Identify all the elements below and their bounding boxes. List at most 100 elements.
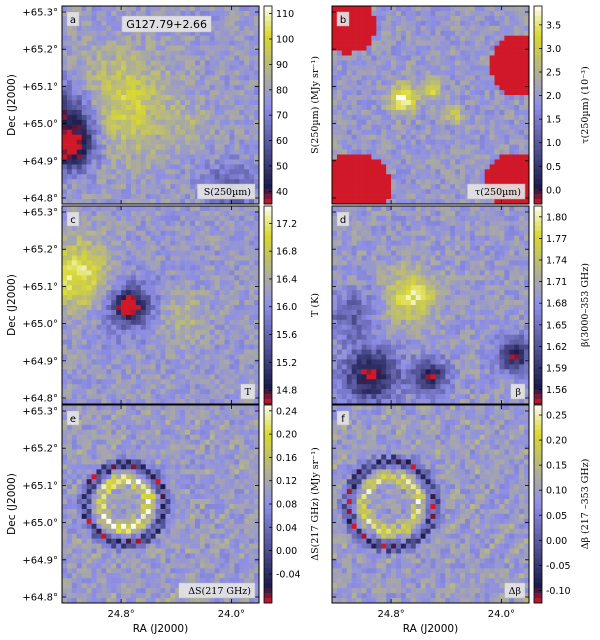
map-cell [400, 65, 407, 71]
map-cell [180, 369, 186, 375]
map-cell [224, 210, 230, 217]
map-cell [111, 124, 117, 131]
map-cell [249, 70, 255, 76]
map-cell [336, 154, 343, 160]
map-cell [121, 159, 127, 165]
map-cell [519, 109, 525, 116]
map-cell [155, 314, 161, 321]
map-cell [366, 169, 372, 175]
map-cell [199, 139, 206, 145]
map-cell [524, 119, 530, 126]
map-cell [199, 354, 206, 360]
map-cell [135, 324, 142, 331]
map-cell [415, 199, 421, 205]
map-cell [209, 159, 215, 165]
map-cell [415, 114, 421, 121]
map-cell [121, 240, 127, 246]
map-cell [165, 379, 171, 385]
map-cell [209, 394, 215, 400]
map-cell [514, 129, 520, 135]
map-cell [96, 35, 102, 41]
map-cell [244, 270, 250, 276]
colorbar-frame [533, 5, 543, 205]
map-cell [214, 399, 220, 405]
map-cell [214, 149, 220, 155]
map-cell [514, 45, 520, 51]
map-cell [175, 265, 181, 271]
map-cell [71, 60, 78, 66]
map-cell [244, 65, 250, 71]
map-cell [435, 139, 441, 145]
map-cell [214, 300, 220, 306]
map-cell [155, 30, 161, 36]
map-cell [199, 280, 206, 286]
map-cell [121, 394, 127, 400]
map-cell [190, 384, 196, 390]
map-cell [170, 210, 176, 217]
map-cell [356, 105, 362, 111]
map-cell [190, 305, 196, 311]
map-cell [71, 369, 78, 375]
map-cell [66, 265, 73, 271]
map-cell [66, 300, 73, 306]
map-cell [190, 354, 196, 360]
map-cell [194, 245, 201, 251]
map-cell [130, 225, 137, 232]
map-cell [170, 144, 176, 150]
map-cell [224, 95, 230, 101]
map-cell [400, 149, 407, 155]
map-cell [371, 80, 377, 86]
map-cell [199, 314, 206, 321]
map-cell [140, 260, 147, 266]
map-cell [204, 324, 211, 331]
map-cell [254, 349, 260, 355]
map-cell [175, 374, 181, 380]
map-cell [175, 220, 181, 227]
map-cell [351, 134, 357, 140]
map-cell [229, 154, 235, 160]
map-cell [455, 15, 461, 22]
map-cell [494, 30, 500, 36]
map-cell [175, 245, 181, 251]
map-cell [455, 40, 461, 46]
map-cell [101, 20, 107, 27]
map-cell [420, 20, 426, 27]
map-cell [185, 314, 191, 321]
map-cell [165, 164, 171, 170]
map-cell [376, 80, 382, 86]
map-cell [376, 194, 382, 200]
map-cell [504, 124, 510, 131]
map-cell [190, 309, 196, 316]
map-cell [150, 184, 156, 190]
map-cell [249, 100, 255, 106]
map-cell [249, 159, 255, 165]
map-cell [450, 95, 456, 101]
map-cell [71, 399, 78, 405]
map-cell [405, 70, 412, 76]
map-cell [489, 90, 495, 96]
map-cell [254, 250, 260, 256]
map-cell [130, 70, 137, 76]
map-cell [180, 250, 186, 256]
map-cell [91, 324, 97, 331]
map-cell [101, 290, 107, 296]
map-cell [165, 215, 171, 222]
map-cell [126, 129, 132, 135]
map-cell [106, 114, 112, 121]
map-cell [381, 124, 387, 131]
map-cell [194, 319, 201, 326]
map-cell [62, 215, 68, 222]
map-cell [346, 164, 352, 170]
map-cell [499, 105, 505, 111]
map-cell [356, 90, 362, 96]
map-cell [425, 174, 431, 180]
map-cell [135, 270, 142, 276]
map-cell [126, 275, 132, 281]
map-cell [145, 105, 151, 111]
map-cell [76, 6, 82, 12]
map-cell [341, 60, 348, 66]
map-cell [440, 105, 446, 111]
map-cell [66, 225, 73, 232]
map-cell [415, 124, 421, 131]
map-cell [234, 349, 240, 355]
